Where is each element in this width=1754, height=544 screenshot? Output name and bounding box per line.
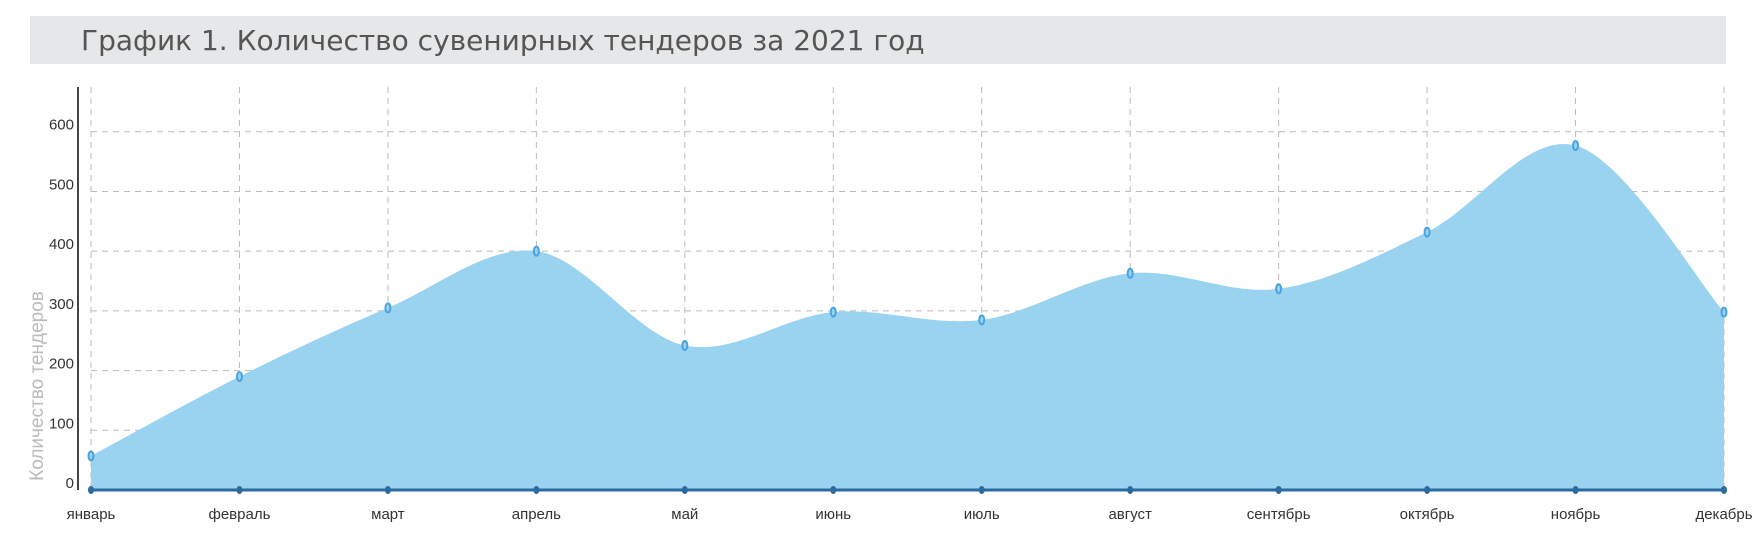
y-tick-label: 100 [49,415,74,432]
y-tick-label: 400 [49,236,74,253]
point-marker [978,314,986,326]
baseline-marker [1572,486,1579,494]
x-tick-label: май [671,506,698,523]
point-marker [1423,226,1431,238]
x-tick-label: октябрь [1400,506,1455,523]
chart-title: График 1. Количество сувенирных тендеров… [81,24,925,57]
baseline-marker [830,486,837,494]
baseline-marker [1275,486,1282,494]
baseline-marker [384,486,391,494]
x-tick-label: февраль [209,506,271,523]
y-axis-label: Количество тендеров [27,291,48,481]
point-marker [681,340,689,352]
x-tick-label: декабрь [1695,506,1752,523]
baseline-marker [681,486,688,494]
x-tick-label: сентябрь [1247,506,1311,523]
point-marker [1126,267,1134,279]
x-tick-label: январь [67,506,116,523]
point-marker [384,302,392,314]
point-marker [829,306,837,318]
point-marker [87,450,95,462]
x-tick-label: апрель [512,506,561,523]
baseline-marker [533,486,540,494]
baseline-marker [1127,486,1134,494]
point-marker [1720,306,1728,318]
y-tick-label: 500 [49,176,74,193]
x-tick-label: июль [964,506,1000,523]
baseline-marker [88,486,94,494]
baseline-marker [236,486,243,494]
baseline-marker [978,486,985,494]
point-marker [1572,140,1580,152]
baseline-marker [1424,486,1431,494]
y-tick-label: 0 [66,475,74,492]
y-tick-label: 200 [49,356,74,373]
area [91,143,1724,490]
x-tick-label: ноябрь [1551,506,1601,523]
title-bar [30,16,1726,64]
y-tick-label: 300 [49,296,74,313]
x-tick-label: июнь [815,506,851,523]
point-marker [235,371,243,383]
x-tick-label: март [371,506,405,523]
point-marker [532,245,540,257]
point-marker [1275,283,1283,295]
y-tick-label: 600 [49,117,74,134]
x-tick-label: август [1108,506,1152,523]
baseline-marker [1721,486,1727,494]
